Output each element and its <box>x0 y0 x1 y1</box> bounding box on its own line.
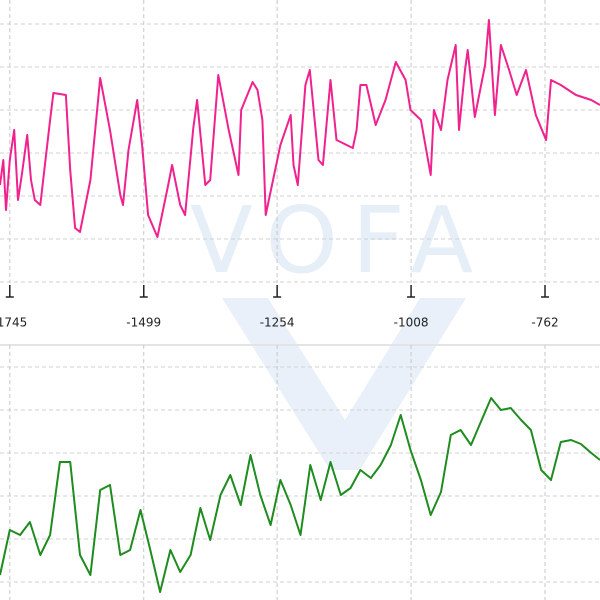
watermark-text: VOFA <box>190 187 487 294</box>
x-tick-label: -1499 <box>126 316 161 330</box>
data-line <box>0 397 600 593</box>
x-tick-label: -1254 <box>260 316 295 330</box>
x-tick-label: -762 <box>531 316 558 330</box>
data-line <box>0 19 600 238</box>
x-tick-label: -1008 <box>394 316 429 330</box>
x-tick-label: -1745 <box>0 316 27 330</box>
watermark-logo <box>222 298 466 470</box>
watermark: VOFA <box>190 187 487 470</box>
